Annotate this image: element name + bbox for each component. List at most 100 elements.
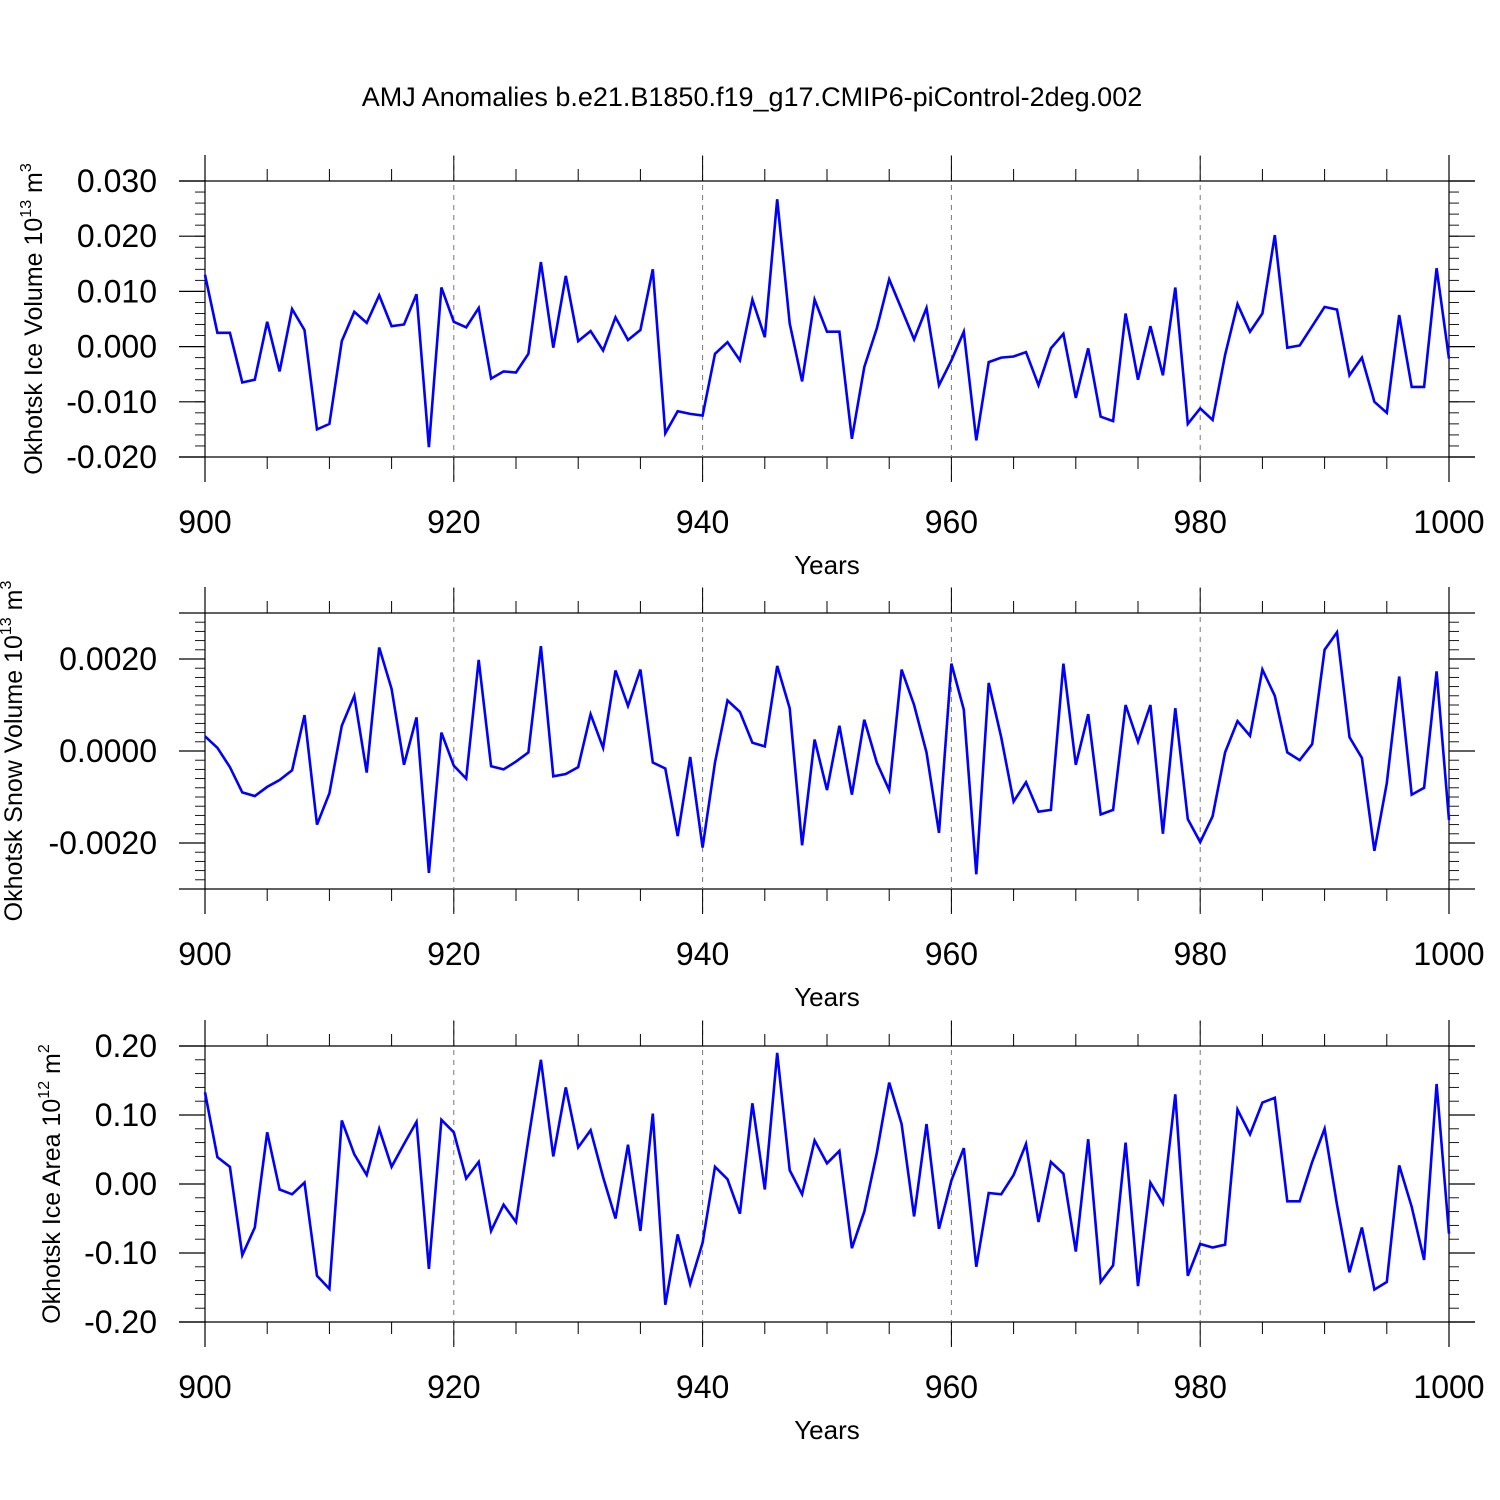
x-tick-label: 960 — [925, 936, 978, 972]
data-point — [1000, 356, 1002, 358]
data-point — [863, 366, 865, 368]
x-tick-label: 1000 — [1413, 1369, 1484, 1405]
data-point — [1075, 397, 1077, 399]
data-point — [440, 1119, 442, 1121]
data-point — [1423, 787, 1425, 789]
y-tick-label: -0.10 — [84, 1235, 157, 1271]
data-point — [1025, 1143, 1027, 1145]
data-point — [254, 1226, 256, 1228]
data-point — [900, 308, 902, 310]
data-point — [1012, 355, 1014, 357]
data-point — [801, 1193, 803, 1195]
data-point — [677, 410, 679, 412]
data-point — [565, 773, 567, 775]
data-point — [1448, 358, 1450, 360]
data-point — [1236, 1108, 1238, 1110]
data-point — [888, 789, 890, 791]
data-point — [341, 340, 343, 342]
data-point — [1062, 662, 1064, 664]
data-point — [1373, 850, 1375, 852]
data-point — [925, 751, 927, 753]
data-point — [876, 761, 878, 763]
data-point — [1348, 736, 1350, 738]
y-axis-label-unit-exponent: 3 — [18, 163, 35, 172]
data-point — [614, 316, 616, 318]
data-point — [1336, 308, 1338, 310]
data-point — [1174, 1093, 1176, 1095]
data-point — [465, 777, 467, 779]
x-tick-label: 940 — [676, 504, 729, 540]
y-tick-label: -0.020 — [66, 439, 157, 475]
data-point — [415, 1121, 417, 1123]
x-tick-label: 960 — [925, 504, 978, 540]
data-point — [1149, 325, 1151, 327]
data-point — [627, 339, 629, 341]
data-point — [216, 1156, 218, 1158]
data-point — [813, 298, 815, 300]
chart-panel-1: 900 920 940 960 980 1000 Years 0.030 0.020 0.010 0… — [18, 155, 1485, 580]
x-tick-label: 920 — [427, 504, 480, 540]
data-point — [440, 286, 442, 288]
data-point — [1336, 631, 1338, 633]
data-point — [1299, 344, 1301, 346]
data-point — [1261, 312, 1263, 314]
x-axis-label: Years — [794, 550, 860, 580]
data-point — [1311, 1161, 1313, 1163]
data-point — [925, 307, 927, 309]
data-point — [540, 1059, 542, 1061]
data-point — [776, 1052, 778, 1054]
data-point — [1211, 1246, 1213, 1248]
data-point — [1286, 751, 1288, 753]
data-point — [204, 1091, 206, 1093]
x-tick-label: 980 — [1174, 936, 1227, 972]
data-point — [639, 668, 641, 670]
data-point — [900, 1123, 902, 1125]
data-point — [950, 359, 952, 361]
data-point — [751, 298, 753, 300]
data-point — [714, 353, 716, 355]
data-point — [1137, 741, 1139, 743]
data-point — [826, 1162, 828, 1164]
data-point — [1249, 1133, 1251, 1135]
data-point — [1124, 704, 1126, 706]
data-point — [1112, 1264, 1114, 1266]
data-point — [1236, 303, 1238, 305]
data-point — [1311, 743, 1313, 745]
data-point — [241, 1254, 243, 1256]
data-point — [1224, 751, 1226, 753]
data-point — [477, 1161, 479, 1163]
data-point — [428, 872, 430, 874]
data-point — [751, 1102, 753, 1104]
data-point — [1075, 1250, 1077, 1252]
data-point — [1224, 1244, 1226, 1246]
data-point — [204, 274, 206, 276]
data-point — [1236, 720, 1238, 722]
data-point — [291, 308, 293, 310]
data-point — [614, 1217, 616, 1219]
data-point — [527, 353, 529, 355]
data-point — [1386, 1281, 1388, 1283]
data-point — [490, 1230, 492, 1232]
data-point — [664, 432, 666, 434]
data-point — [988, 1192, 990, 1194]
data-point — [602, 1176, 604, 1178]
data-point — [764, 745, 766, 747]
data-point — [266, 321, 268, 323]
data-point — [577, 1146, 579, 1148]
data-point — [1124, 312, 1126, 314]
data-point — [502, 768, 504, 770]
data-point — [1410, 794, 1412, 796]
data-point — [876, 1152, 878, 1154]
data-point — [1112, 420, 1114, 422]
x-tick-label: 980 — [1174, 504, 1227, 540]
data-point — [490, 765, 492, 767]
data-point — [801, 844, 803, 846]
data-point — [552, 347, 554, 349]
y-tick-label: 0.0020 — [59, 641, 157, 677]
data-point — [366, 322, 368, 324]
data-point — [589, 713, 591, 715]
figure-title: AMJ Anomalies b.e21.B1850.f19_g17.CMIP6-… — [362, 82, 1142, 112]
data-point — [863, 1210, 865, 1212]
data-point — [1448, 819, 1450, 821]
y-axis-label-unit: m — [38, 1053, 66, 1081]
